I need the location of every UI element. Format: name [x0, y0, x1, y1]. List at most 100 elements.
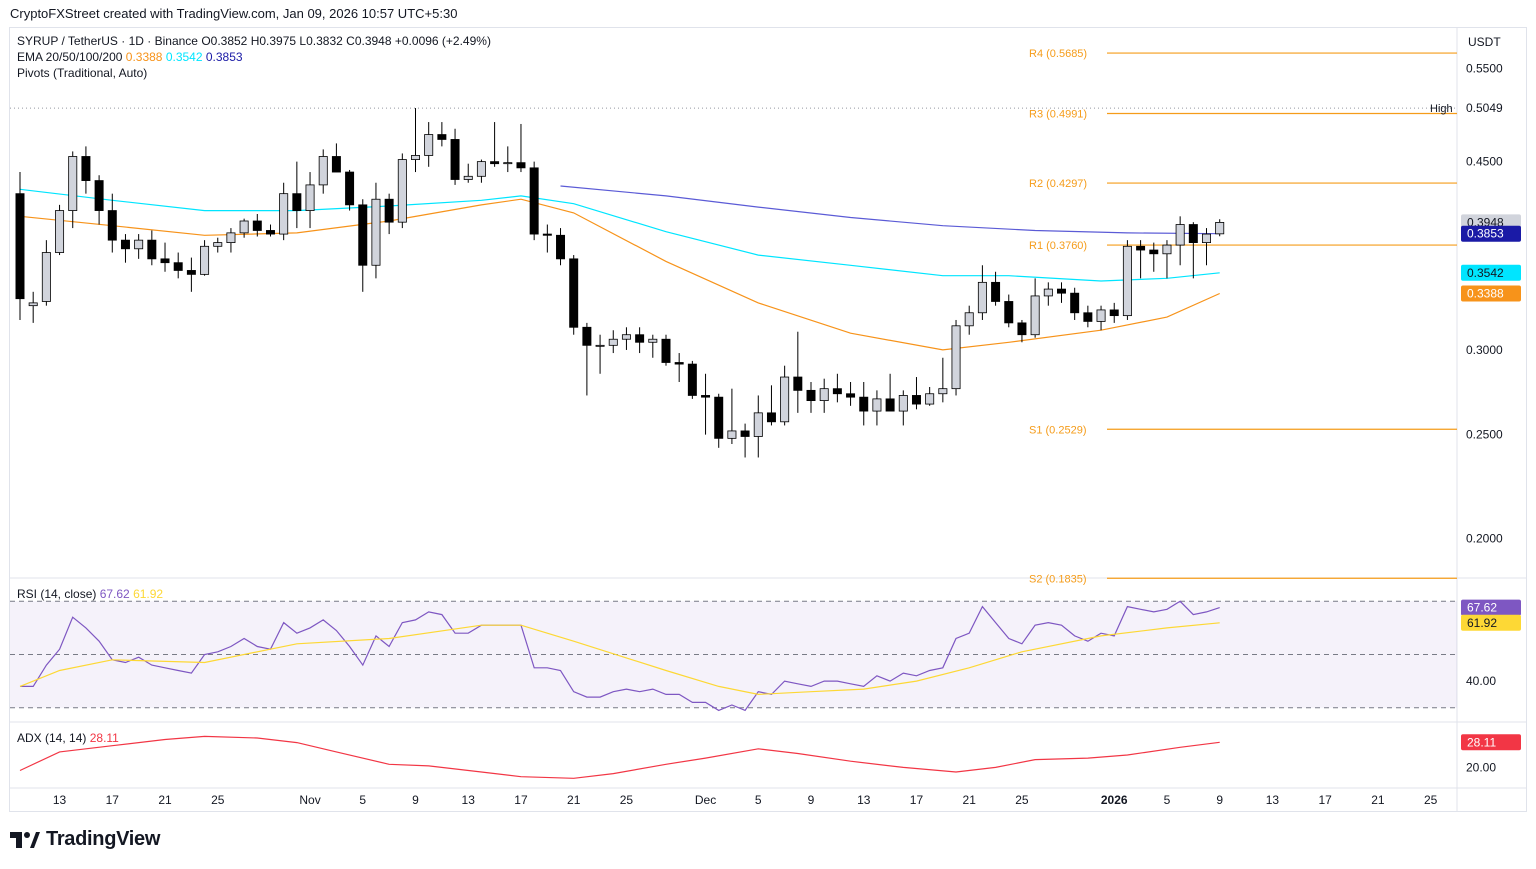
- legend-adx-line: ADX (14, 14) 28.11: [17, 731, 119, 745]
- watermark-header: CryptoFXStreet created with TradingView.…: [10, 6, 458, 21]
- candle: [872, 398, 882, 412]
- candle: [1109, 309, 1119, 317]
- ema20-badge: 0.3388: [1467, 286, 1504, 300]
- legend-adx-value: 28.11: [90, 731, 119, 745]
- ema100-badge-bg: [1461, 225, 1521, 242]
- candle: [635, 334, 645, 343]
- candle: [1122, 245, 1132, 317]
- candle: [55, 210, 65, 253]
- candle: [780, 376, 790, 423]
- rsi-line: [20, 600, 1220, 712]
- time-tick-label: 21: [567, 793, 581, 807]
- legend-rsi-ma-value: 61.92: [133, 587, 163, 601]
- time-tick-label: 13: [462, 793, 476, 807]
- legend-change: +0.0096 (+2.49%): [395, 34, 491, 48]
- candle: [463, 175, 473, 180]
- pivot-label: R2 (0.4297): [1029, 178, 1087, 190]
- candle: [753, 412, 763, 437]
- legend-pivots: Pivots (Traditional, Auto): [17, 66, 147, 80]
- candle: [661, 338, 671, 363]
- rsi-ma-line: [19, 622, 1220, 696]
- time-tick-label: 21: [963, 793, 977, 807]
- pivot-label: S1 (0.2529): [1029, 424, 1086, 436]
- time-tick-label: 13: [1266, 793, 1280, 807]
- high-label: High: [1430, 103, 1453, 115]
- candle: [41, 252, 51, 302]
- time-tick-label: 25: [211, 793, 225, 807]
- candle: [476, 161, 486, 177]
- ema100-badge: 0.3853: [1467, 227, 1504, 241]
- candle: [648, 338, 658, 343]
- legend-ema20: 0.3388: [126, 50, 163, 64]
- candle: [1030, 295, 1040, 336]
- time-tick-label: 5: [755, 793, 762, 807]
- price-tick-label: 0.2000: [1466, 531, 1503, 545]
- time-tick-label: Dec: [695, 793, 716, 807]
- ema50-badge: 0.3542: [1467, 266, 1504, 280]
- candle: [1070, 292, 1080, 314]
- candle: [595, 344, 605, 347]
- candle: [806, 389, 816, 402]
- candle: [68, 156, 78, 211]
- candle: [529, 167, 539, 235]
- candle: [81, 156, 91, 181]
- rsi-tick-label: 40.00: [1466, 674, 1496, 688]
- legend-rsi-line: RSI (14, close) 67.62 61.92: [17, 587, 163, 601]
- chart-frame[interactable]: [9, 27, 1527, 812]
- candle: [120, 239, 130, 250]
- candle: [859, 396, 869, 412]
- candle: [832, 388, 842, 395]
- price-tick-label: 0.5500: [1466, 61, 1503, 75]
- candle: [28, 302, 38, 307]
- candle: [991, 281, 1001, 302]
- candle: [819, 388, 829, 402]
- legend-open: 0.3852: [211, 34, 248, 48]
- time-tick-label: 17: [106, 793, 120, 807]
- price-tick-label: 0.4500: [1466, 155, 1503, 169]
- candle: [740, 430, 750, 437]
- candle: [305, 184, 315, 211]
- candle: [160, 258, 170, 264]
- legend-ohlc-line: SYRUP / TetherUS · 1D · Binance O0.3852 …: [17, 34, 491, 48]
- legend-rsi-label: RSI (14, close): [17, 587, 96, 601]
- adx-badge-bg: [1461, 734, 1521, 751]
- time-tick-label: Nov: [299, 793, 320, 807]
- candle: [1096, 309, 1106, 322]
- candle: [371, 198, 381, 266]
- rsi-badge: 61.92: [1467, 616, 1497, 630]
- candle: [186, 270, 196, 275]
- pivot-label: R3 (0.4991): [1029, 109, 1087, 121]
- legend-l-label: L: [299, 34, 306, 48]
- ema50-line: [19, 188, 1220, 282]
- candle: [1017, 322, 1027, 336]
- rsi-badge-bg: [1461, 599, 1521, 616]
- legend-c-label: C: [346, 34, 355, 48]
- candle: [964, 312, 974, 327]
- pivot-label: R4 (0.5685): [1029, 48, 1087, 60]
- candle: [265, 230, 275, 235]
- candle: [226, 232, 236, 244]
- candle: [516, 162, 526, 169]
- legend-high: 0.3975: [259, 34, 296, 48]
- candle: [358, 204, 368, 266]
- candle: [331, 156, 341, 173]
- candle: [608, 338, 618, 346]
- time-tick-label: 21: [1371, 793, 1385, 807]
- candle: [977, 281, 987, 314]
- candle: [1136, 245, 1146, 251]
- candle: [1215, 222, 1225, 235]
- time-tick-label: 5: [1164, 793, 1171, 807]
- ema20-line: [19, 198, 1220, 351]
- rsi-badge: 67.62: [1467, 601, 1497, 615]
- time-tick-label: 9: [1216, 793, 1223, 807]
- candle: [793, 376, 803, 391]
- candle: [384, 198, 394, 223]
- candle: [490, 161, 500, 165]
- time-tick-label: 17: [910, 793, 924, 807]
- candle: [200, 245, 210, 275]
- time-tick-label: 9: [808, 793, 815, 807]
- candle: [173, 262, 183, 271]
- candle: [766, 412, 776, 423]
- candle: [885, 398, 895, 412]
